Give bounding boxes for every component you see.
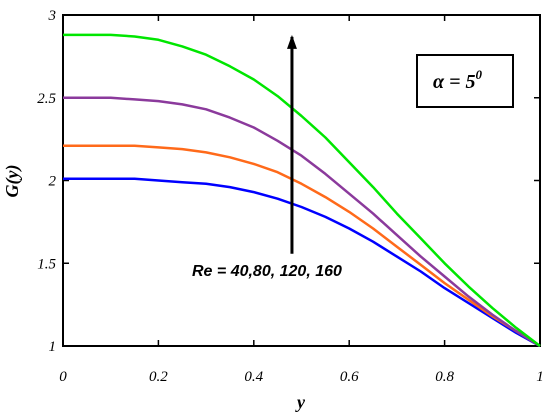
x-axis-title: y [295,392,306,412]
y-tick-label: 1.5 [37,256,56,272]
alpha-symbol: α [433,71,445,93]
alpha-degree-superscript: 0 [475,67,482,82]
alpha-parameter-box: α = 50 [416,54,514,108]
svg-text:α = 50: α = 50 [433,67,482,93]
x-axis-ticks: 0 0.2 0.4 0.6 0.8 1 [59,15,544,385]
x-tick-label: 0.2 [149,369,168,385]
x-tick-label: 0 [59,369,67,385]
series-lines [63,33,541,348]
y-axis-ticks: 1 1.5 2 2.5 3 [37,8,540,355]
series-line-2 [63,144,541,348]
y-tick-label: 2 [49,174,57,190]
series-line-3 [63,96,541,348]
x-tick-label: 0.4 [244,369,263,385]
alpha-value: = 5 [444,71,475,93]
x-tick-label: 1 [536,369,544,385]
y-tick-label: 1 [49,339,57,355]
y-tick-label: 3 [48,8,57,24]
y-axis-title: G(y) [2,165,23,198]
series-line-1 [63,177,541,348]
series-line-4 [63,33,541,347]
reynolds-number-label: Re = 40,80, 120, 160 [192,263,342,280]
x-tick-label: 0.6 [340,369,359,385]
y-tick-label: 2.5 [37,91,56,107]
x-tick-label: 0.8 [435,369,454,385]
